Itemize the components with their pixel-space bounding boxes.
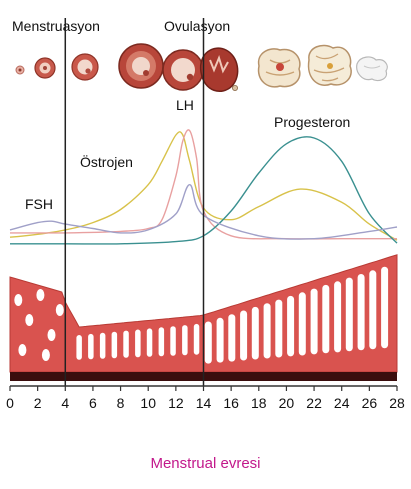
endometrium-gland	[146, 328, 153, 357]
x-tick-label: 6	[89, 395, 97, 411]
endometrium-gland	[322, 284, 330, 354]
endometrium-gland	[47, 329, 56, 341]
follicle-illustrations	[15, 43, 388, 92]
endometrium-gland	[193, 323, 200, 355]
endometrium-gland	[381, 266, 389, 349]
endometrium-gland	[111, 331, 118, 359]
endometrium-gland	[158, 327, 165, 357]
endometrium-gland	[14, 294, 23, 306]
curve-progesterone	[10, 136, 398, 245]
x-tick-label: 22	[306, 395, 322, 411]
endometrium-gland	[55, 304, 64, 316]
follicle-tertiary-icon	[118, 43, 164, 89]
follicle-graafian-icon	[162, 49, 204, 91]
endometrium-gland	[251, 306, 259, 360]
ruptured-follicle-icon	[199, 47, 239, 92]
endometrium-gland	[25, 314, 34, 326]
endometrium-gland	[287, 295, 295, 357]
endometrium-gland	[216, 317, 224, 363]
endometrium-gland	[204, 321, 212, 364]
corpus-luteum-mature-icon	[307, 44, 352, 86]
endometrium-gland	[18, 344, 27, 356]
endometrium-gland	[182, 325, 188, 356]
endometrium-gland	[275, 299, 283, 358]
curve-fsh	[9, 184, 398, 240]
lh-label: LH	[176, 97, 194, 113]
corpus-luteum-icon	[257, 48, 301, 88]
endometrium-gland	[334, 281, 342, 353]
follicle-primary-icon	[34, 57, 56, 79]
x-tick-label: 14	[196, 395, 212, 411]
hormone-curves	[9, 129, 398, 245]
endometrium-gland	[369, 270, 377, 350]
ovulation-phase-label: Ovulasyon	[164, 18, 230, 34]
x-tick-label: 0	[6, 395, 14, 411]
curve-estrogen	[9, 131, 398, 241]
endometrium-gland	[135, 329, 141, 358]
x-tick-label: 18	[251, 395, 267, 411]
follicle-primordial-icon	[15, 65, 25, 75]
x-tick-label: 16	[223, 395, 239, 411]
endometrium-gland	[123, 330, 129, 358]
plot-area: 0 2 4 6 8 10 12 14 16 18 20 22 24 26 28	[6, 18, 405, 411]
x-tick-label: 26	[362, 395, 378, 411]
endometrium-gland	[99, 332, 106, 359]
x-tick-label: 28	[389, 395, 405, 411]
endometrium-gland	[88, 333, 94, 360]
endometrium-gland	[263, 303, 271, 359]
caption: Menstrual evresi	[150, 455, 261, 472]
endometrium-gland	[345, 277, 353, 352]
endometrium-gland	[170, 326, 176, 356]
fsh-label: FSH	[25, 196, 53, 212]
endometrium-gland	[357, 274, 365, 351]
endometrium-gland	[298, 292, 306, 356]
x-tick-label: 20	[279, 395, 295, 411]
follicle-secondary-icon	[71, 53, 99, 81]
phase-markers	[64, 18, 205, 386]
endometrium-gland	[228, 314, 236, 362]
endometrium-gland	[76, 335, 82, 360]
endometrium-gland	[240, 310, 248, 361]
x-tick-label: 8	[117, 395, 125, 411]
x-tick-label: 12	[168, 395, 184, 411]
x-tick-label: 10	[140, 395, 156, 411]
corpus-albicans-icon	[356, 56, 388, 82]
x-axis-ticks: 0 2 4 6 8 10 12 14 16 18 20 22 24 26 28	[6, 386, 405, 411]
endometrium-gland	[41, 349, 50, 361]
estrogen-label: Östrojen	[80, 153, 133, 170]
x-tick-label: 4	[61, 395, 69, 411]
progesterone-label: Progesteron	[274, 114, 350, 130]
endometrium-gland	[36, 289, 45, 301]
x-tick-label: 24	[334, 395, 350, 411]
menstruation-phase-label: Menstruasyon	[12, 18, 100, 34]
endometrium-gland	[310, 288, 318, 355]
x-tick-label: 2	[34, 395, 42, 411]
